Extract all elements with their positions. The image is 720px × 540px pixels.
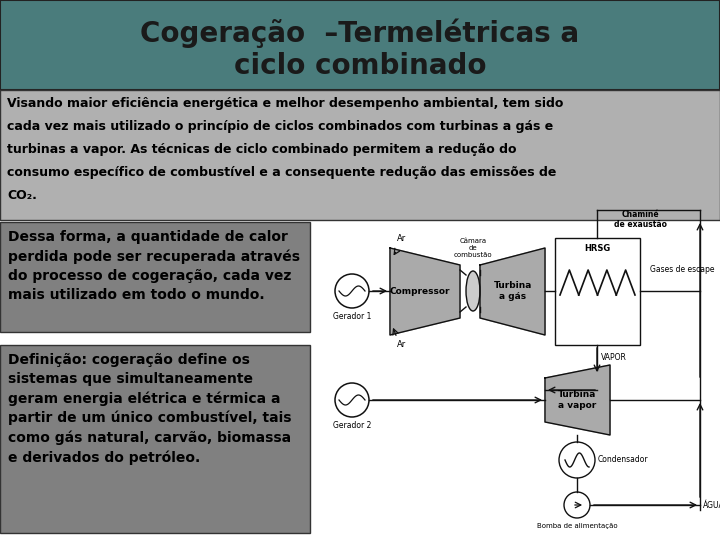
Text: Gerador 2: Gerador 2 bbox=[333, 421, 372, 430]
Polygon shape bbox=[545, 365, 610, 435]
Text: Dessa forma, a quantidade de calor
perdida pode ser recuperada através
do proces: Dessa forma, a quantidade de calor perdi… bbox=[8, 230, 300, 301]
Text: Bomba de alimentação: Bomba de alimentação bbox=[536, 523, 617, 529]
Text: turbinas a vapor. As técnicas de ciclo combinado permitem a redução do: turbinas a vapor. As técnicas de ciclo c… bbox=[7, 143, 516, 156]
Text: consumo específico de combustível e a consequente redução das emissões de: consumo específico de combustível e a co… bbox=[7, 166, 557, 179]
Text: Ar: Ar bbox=[397, 234, 406, 243]
Text: Ar: Ar bbox=[397, 340, 406, 349]
Text: Turbina
a gás: Turbina a gás bbox=[494, 281, 532, 301]
Text: Condensador: Condensador bbox=[598, 456, 649, 464]
Polygon shape bbox=[480, 248, 545, 335]
Text: Definição: cogeração define os
sistemas que simultaneamente
geram energia elétri: Definição: cogeração define os sistemas … bbox=[8, 353, 292, 464]
Ellipse shape bbox=[466, 271, 480, 311]
Text: Visando maior eficiência energética e melhor desempenho ambiental, tem sido: Visando maior eficiência energética e me… bbox=[7, 97, 563, 110]
Text: Gases de escape: Gases de escape bbox=[650, 266, 714, 274]
FancyBboxPatch shape bbox=[0, 345, 310, 533]
Circle shape bbox=[559, 442, 595, 478]
FancyBboxPatch shape bbox=[0, 90, 720, 220]
FancyBboxPatch shape bbox=[0, 222, 310, 332]
Text: Câmara
de
combustão: Câmara de combustão bbox=[454, 238, 492, 258]
Text: Compressor: Compressor bbox=[390, 287, 450, 295]
Text: cada vez mais utilizado o princípio de ciclos combinados com turbinas a gás e: cada vez mais utilizado o princípio de c… bbox=[7, 120, 553, 133]
Circle shape bbox=[564, 492, 590, 518]
Text: Chaminé
de exaustão: Chaminé de exaustão bbox=[613, 210, 667, 230]
Text: HRSG: HRSG bbox=[584, 244, 610, 253]
Text: Turbina
a vapor: Turbina a vapor bbox=[558, 390, 596, 410]
Text: ciclo combinado: ciclo combinado bbox=[234, 52, 486, 80]
Text: Cogeração  –Termelétricas a: Cogeração –Termelétricas a bbox=[140, 18, 580, 48]
FancyBboxPatch shape bbox=[555, 238, 640, 345]
Polygon shape bbox=[390, 248, 460, 335]
FancyBboxPatch shape bbox=[0, 0, 720, 90]
Text: ÁGUA: ÁGUA bbox=[703, 501, 720, 510]
Text: CO₂.: CO₂. bbox=[7, 189, 37, 202]
Text: Gerador 1: Gerador 1 bbox=[333, 312, 372, 321]
Text: VAPOR: VAPOR bbox=[601, 353, 627, 362]
